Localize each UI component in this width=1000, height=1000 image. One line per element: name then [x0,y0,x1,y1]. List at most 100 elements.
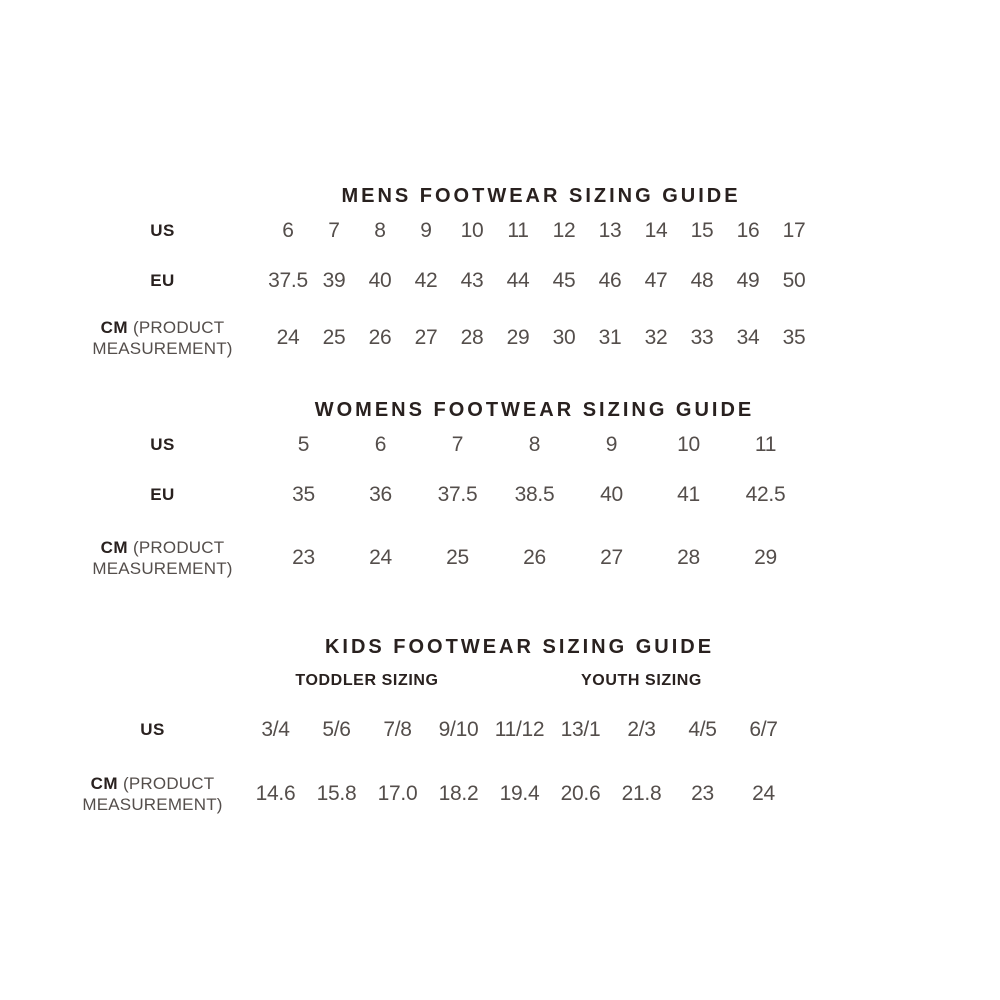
group-header-spacer [60,657,245,705]
kids-us-value: 6/7 [749,718,778,741]
mens-eu-value: 48 [690,269,714,292]
womens-eu-value: 37.5 [437,483,478,506]
kids-cm-value: 23 [691,782,714,805]
womens-eu-value: 36 [369,483,392,506]
womens-us-value: 5 [297,433,310,456]
mens-cm-value: 30 [552,326,576,349]
mens-us-value: 12 [552,219,576,242]
mens-us-value: 13 [598,219,622,242]
mens-us-value: 11 [507,219,529,242]
mens-us-value: 16 [736,219,760,242]
mens-eu-value: 44 [506,269,530,292]
mens-eu-value: 49 [736,269,760,292]
kids-size-table: TODDLER SIZING YOUTH SIZING US 3/4 5/6 7/8 9/1… [60,657,794,833]
row-label-eu: EU [150,485,175,505]
kids-cm-value: 24 [752,782,775,805]
mens-cm-value: 28 [460,326,484,349]
kids-sizing-table-container: TODDLER SIZING YOUTH SIZING US 3/4 5/6 7/8 9/1… [60,657,1000,833]
mens-cm-value: 32 [644,326,668,349]
kids-us-value: 7/8 [383,718,412,741]
womens-cm-value: 29 [754,546,777,569]
kids-row-cm: CM (PRODUCT MEASUREMENT) 14.6 15.8 17.0 18.2… [60,755,794,833]
womens-cm-value: 23 [292,546,315,569]
mens-row-us: US 6 7 8 9 10 11 12 13 14 15 16 17 [60,206,817,256]
mens-cm-value: 27 [414,326,438,349]
footwear-sizing-guide-page: MENS FOOTWEAR SIZING GUIDE US 6 7 8 9 10 11 12 1… [60,186,1000,833]
kids-us-value: 13/1 [560,718,601,741]
mens-us-value: 7 [328,219,340,242]
mens-us-value: 6 [282,219,294,242]
row-label-cm: CM (PRODUCT MEASUREMENT) [92,537,233,578]
mens-cm-value: 33 [690,326,714,349]
mens-size-table: US 6 7 8 9 10 11 12 13 14 15 16 17 EU 37.5 39 40 42 43 44 45… [60,206,817,370]
womens-us-value: 8 [528,433,541,456]
womens-eu-value: 40 [600,483,623,506]
womens-us-value: 7 [451,433,464,456]
mens-us-value: 17 [782,219,806,242]
womens-us-value: 6 [374,433,387,456]
womens-eu-value: 38.5 [514,483,555,506]
mens-us-value: 15 [690,219,714,242]
mens-eu-value: 42 [414,269,438,292]
kids-row-us: US 3/4 5/6 7/8 9/10 11/12 13/1 2/3 4/5 6/7 [60,705,794,755]
mens-eu-value: 39 [322,269,346,292]
mens-cm-value: 31 [598,326,622,349]
row-label-us: US [150,435,175,455]
row-label-us: US [140,720,165,740]
group-label-toddler-sizing: TODDLER SIZING [295,672,439,689]
kids-sizing-guide: KIDS FOOTWEAR SIZING GUIDE TODDLER SIZIN… [60,637,1000,833]
mens-row-cm: CM (PRODUCT MEASUREMENT) 24 25 26 27 28 29 30 31… [60,306,817,370]
mens-us-value: 10 [460,219,484,242]
womens-eu-value: 41 [677,483,700,506]
womens-size-table: US 5 6 7 8 9 10 11 EU 35 36 37.5 38.5 40 41 42.5 CM (PRO… [60,420,804,596]
mens-eu-value: 50 [782,269,806,292]
kids-us-value: 9/10 [438,718,479,741]
womens-row-cm: CM (PRODUCT MEASUREMENT) 23 24 25 26 27 28 29 [60,520,804,596]
mens-us-value: 8 [374,219,386,242]
kids-us-value: 2/3 [627,718,656,741]
mens-guide-title: MENS FOOTWEAR SIZING GUIDE [341,185,741,207]
mens-us-value: 14 [644,219,668,242]
mens-cm-value: 25 [322,326,346,349]
mens-cm-value: 29 [506,326,530,349]
womens-row-eu: EU 35 36 37.5 38.5 40 41 42.5 [60,470,804,520]
mens-cm-value: 26 [368,326,392,349]
mens-cm-value: 24 [276,326,300,349]
mens-sizing-table-container: US 6 7 8 9 10 11 12 13 14 15 16 17 EU 37.5 39 40 42 43 44 45… [60,206,1000,370]
womens-guide-title: WOMENS FOOTWEAR SIZING GUIDE [314,399,755,421]
mens-eu-value: 37.5 [268,269,308,292]
mens-sizing-guide: MENS FOOTWEAR SIZING GUIDE US 6 7 8 9 10 11 12 1… [60,186,1000,370]
womens-us-value: 10 [677,433,700,456]
mens-eu-value: 40 [368,269,392,292]
kids-us-value: 5/6 [322,718,351,741]
womens-cm-value: 27 [600,546,623,569]
womens-sizing-guide: WOMENS FOOTWEAR SIZING GUIDE US 5 6 7 8 9 10 11… [60,400,1000,596]
womens-eu-value: 42.5 [745,483,786,506]
kids-us-value: 4/5 [688,718,717,741]
womens-cm-value: 24 [369,546,392,569]
mens-eu-value: 46 [598,269,622,292]
womens-us-value: 11 [754,433,777,456]
row-label-us: US [150,221,175,241]
kids-cm-value: 18.2 [438,782,479,805]
mens-row-eu: EU 37.5 39 40 42 43 44 45 46 47 48 49 50 [60,256,817,306]
row-label-eu: EU [150,271,175,291]
kids-cm-value: 14.6 [255,782,296,805]
kids-cm-value: 20.6 [560,782,601,805]
kids-us-value: 11/12 [494,718,545,741]
womens-eu-value: 35 [292,483,315,506]
womens-row-us: US 5 6 7 8 9 10 11 [60,420,804,470]
row-label-cm: CM (PRODUCT MEASUREMENT) [82,773,223,814]
mens-cm-value: 35 [782,326,806,349]
kids-group-header-row: TODDLER SIZING YOUTH SIZING [60,657,794,705]
womens-cm-value: 26 [523,546,546,569]
kids-cm-value: 21.8 [621,782,662,805]
womens-sizing-table-container: US 5 6 7 8 9 10 11 EU 35 36 37.5 38.5 40 41 42.5 CM (PRO… [60,420,1000,596]
womens-cm-value: 25 [446,546,469,569]
womens-us-value: 9 [605,433,618,456]
kids-guide-title: KIDS FOOTWEAR SIZING GUIDE [324,636,715,658]
kids-cm-value: 17.0 [377,782,418,805]
mens-cm-value: 34 [736,326,760,349]
kids-us-value: 3/4 [261,718,290,741]
kids-cm-value: 15.8 [316,782,357,805]
